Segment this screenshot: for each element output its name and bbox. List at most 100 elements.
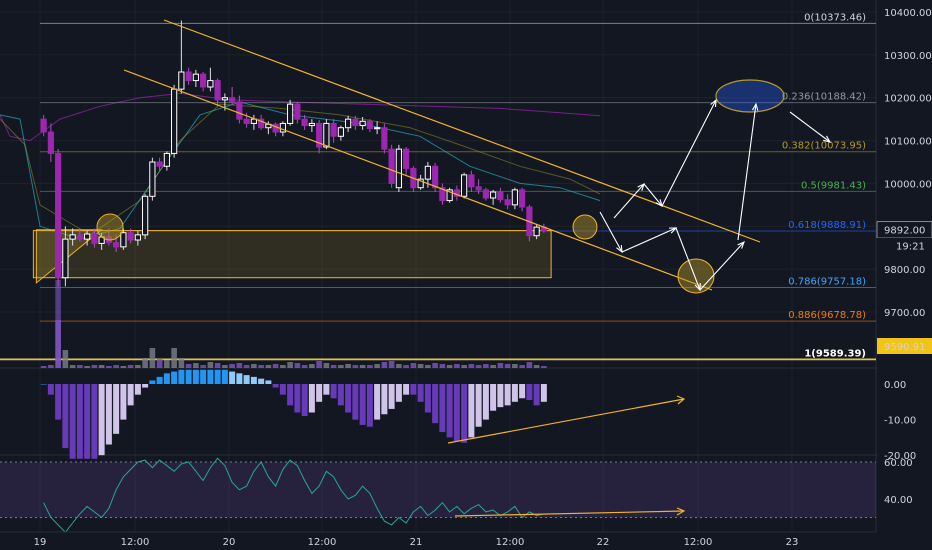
volume-bar	[403, 365, 409, 368]
time-tick-label: 12:00	[308, 537, 337, 548]
volume-bar	[236, 363, 243, 368]
candle	[417, 174, 424, 190]
candle-body	[395, 148, 402, 189]
histogram-bar	[134, 384, 141, 395]
candle-body	[366, 120, 373, 130]
projection-arrow	[643, 183, 663, 207]
histogram-bar	[388, 384, 395, 409]
histogram-bar	[243, 375, 250, 384]
oscillator-line	[43, 457, 545, 534]
histogram-bar	[265, 380, 272, 384]
histogram-bar	[185, 369, 192, 384]
histogram-bar	[345, 384, 352, 413]
candle	[62, 226, 69, 287]
histogram-bar	[308, 384, 315, 413]
volume-bar	[461, 365, 467, 368]
candle	[519, 187, 526, 212]
candle	[69, 228, 76, 246]
candle-body	[207, 80, 214, 88]
candle-body	[120, 232, 127, 248]
histogram-bar	[432, 384, 439, 424]
arrow-head	[823, 135, 832, 143]
volume-bar	[113, 365, 119, 368]
histogram-bar	[316, 384, 323, 402]
volume-bar	[135, 365, 141, 368]
projection-arrow	[621, 227, 677, 253]
candle-body	[200, 73, 207, 88]
target-circle	[677, 258, 715, 294]
candle-body	[287, 103, 294, 124]
candle-body	[142, 195, 149, 236]
volume-bar	[229, 364, 235, 368]
volume-bar	[396, 364, 402, 368]
oscillator-trendline	[454, 510, 685, 517]
histogram-bar	[171, 371, 178, 384]
time-axis: 19 12:00 20 12:00 21 12:00 22 12:00 23	[0, 531, 932, 550]
candle-body	[301, 118, 308, 127]
candle-body	[279, 122, 286, 133]
histogram-bar	[540, 384, 547, 402]
candle-body	[519, 189, 526, 208]
volume-bar	[243, 365, 250, 368]
oscillator-band	[0, 462, 876, 518]
time-tick-label: 19	[34, 537, 47, 548]
volume-bar	[142, 358, 148, 368]
histogram-bar	[359, 384, 366, 425]
candle-body	[134, 234, 141, 241]
time-tick-label: 21	[410, 537, 423, 548]
volume-bar	[171, 348, 177, 368]
candle-body	[243, 118, 250, 124]
candle	[185, 67, 192, 85]
fib-label: 0(10373.46)	[804, 12, 866, 23]
candle	[345, 115, 352, 132]
volume-bar	[475, 365, 482, 368]
candle	[490, 189, 497, 205]
fib-label: 0.382(10073.95)	[782, 141, 866, 152]
candle-body	[461, 174, 468, 197]
histogram-bar	[453, 384, 460, 441]
volume-bar	[127, 365, 134, 368]
candle-body	[424, 165, 431, 180]
time-tick-label: 12:00	[684, 537, 713, 548]
candle	[243, 112, 250, 128]
candle	[475, 179, 482, 195]
volume-bar	[439, 364, 446, 368]
histogram-bar	[272, 384, 279, 388]
momentum-histogram	[40, 369, 686, 459]
volume-bar	[533, 365, 540, 368]
candle	[323, 119, 330, 150]
candle-body	[258, 118, 265, 129]
volume-bar	[200, 365, 206, 368]
volume-bar	[417, 364, 424, 368]
histogram-bar	[113, 384, 120, 434]
marked-price-tag	[877, 338, 932, 354]
histogram-bar	[504, 384, 511, 406]
candle-body	[76, 234, 83, 240]
time-tick-label: 22	[597, 537, 610, 548]
candle	[504, 194, 511, 210]
histogram-bar	[40, 384, 47, 385]
histogram-bar	[142, 384, 149, 388]
drawings	[96, 19, 832, 294]
histogram-tick-label: -10.00	[884, 416, 916, 427]
histogram-bar	[468, 384, 475, 438]
candle-body	[403, 148, 410, 169]
candle-body	[156, 161, 163, 167]
candle-body	[127, 232, 134, 241]
histogram-bar	[374, 384, 381, 420]
channel-lower	[123, 69, 713, 291]
candle-body	[47, 131, 54, 154]
candle	[192, 69, 199, 87]
volume-bar-spike	[55, 280, 61, 368]
candle	[156, 157, 163, 171]
price-tick-label: 10200.00	[884, 94, 932, 105]
volume-bar	[388, 361, 395, 368]
histogram-bar	[337, 384, 344, 406]
candle	[511, 187, 518, 210]
pattern-circle	[572, 214, 598, 240]
candle-body	[91, 233, 98, 244]
candle-body	[337, 127, 344, 137]
histogram-bar	[62, 384, 69, 449]
